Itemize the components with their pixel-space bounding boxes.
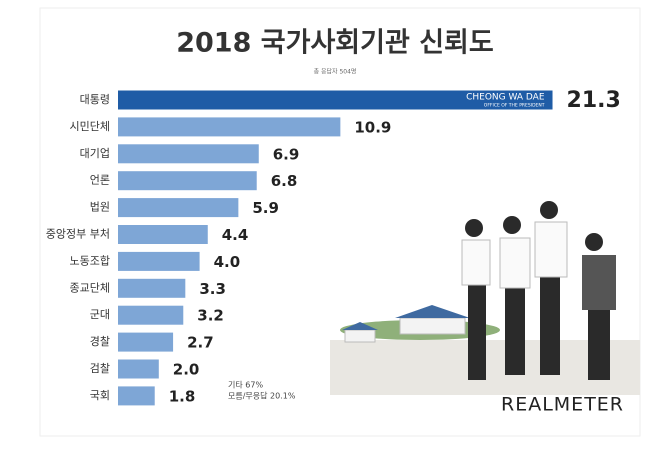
annotation: 모름/무응답 20.1% xyxy=(228,391,296,401)
brand: REALMETER xyxy=(501,394,624,416)
value-label: 3.3 xyxy=(199,280,226,298)
value-label: 5.9 xyxy=(252,199,279,217)
bar xyxy=(118,305,184,325)
bar xyxy=(118,144,259,164)
bar xyxy=(118,225,208,244)
category-label: 법원 xyxy=(90,201,110,214)
bar-label-title: CHEONG WA DAE xyxy=(466,93,545,103)
value-label: 1.8 xyxy=(169,387,196,405)
annotation: 기타 67% xyxy=(228,381,263,390)
value-label: 2.0 xyxy=(173,361,200,379)
bar xyxy=(118,90,553,110)
illustration xyxy=(330,201,640,395)
value-label: 2.7 xyxy=(187,334,214,352)
category-label: 노동조합 xyxy=(70,254,110,267)
category-label: 대통령 xyxy=(80,93,110,106)
category-label: 대기업 xyxy=(80,147,110,160)
category-label: 시민단체 xyxy=(70,120,110,133)
category-label: 언론 xyxy=(90,174,110,187)
bar xyxy=(118,386,155,406)
value-label: 6.8 xyxy=(271,172,298,190)
category-label: 군대 xyxy=(90,308,110,321)
category-label: 경찰 xyxy=(90,335,110,348)
bar-label-subtitle: OFFICE OF THE PRESIDENT xyxy=(484,103,545,109)
category-label: 검찰 xyxy=(90,362,110,375)
value-label: 10.9 xyxy=(354,118,391,136)
bar xyxy=(118,171,257,191)
bar xyxy=(118,117,341,137)
value-label: 3.2 xyxy=(197,307,224,325)
bar xyxy=(118,198,239,218)
bar xyxy=(118,359,159,379)
value-label: 4.0 xyxy=(214,253,241,271)
value-label: 6.9 xyxy=(273,145,300,163)
value-label: 21.3 xyxy=(567,88,621,113)
chart-title: 2018 국가사회기관 신뢰도 xyxy=(176,28,494,59)
category-label: 국회 xyxy=(90,389,110,402)
bar xyxy=(118,332,174,352)
bar xyxy=(118,278,186,298)
bar xyxy=(118,251,200,271)
category-label: 종교단체 xyxy=(70,281,110,294)
value-label: 4.4 xyxy=(222,226,249,244)
subtitle: 총 응답자 504명 xyxy=(314,68,357,76)
category-label: 중앙정부 부처 xyxy=(46,228,110,241)
